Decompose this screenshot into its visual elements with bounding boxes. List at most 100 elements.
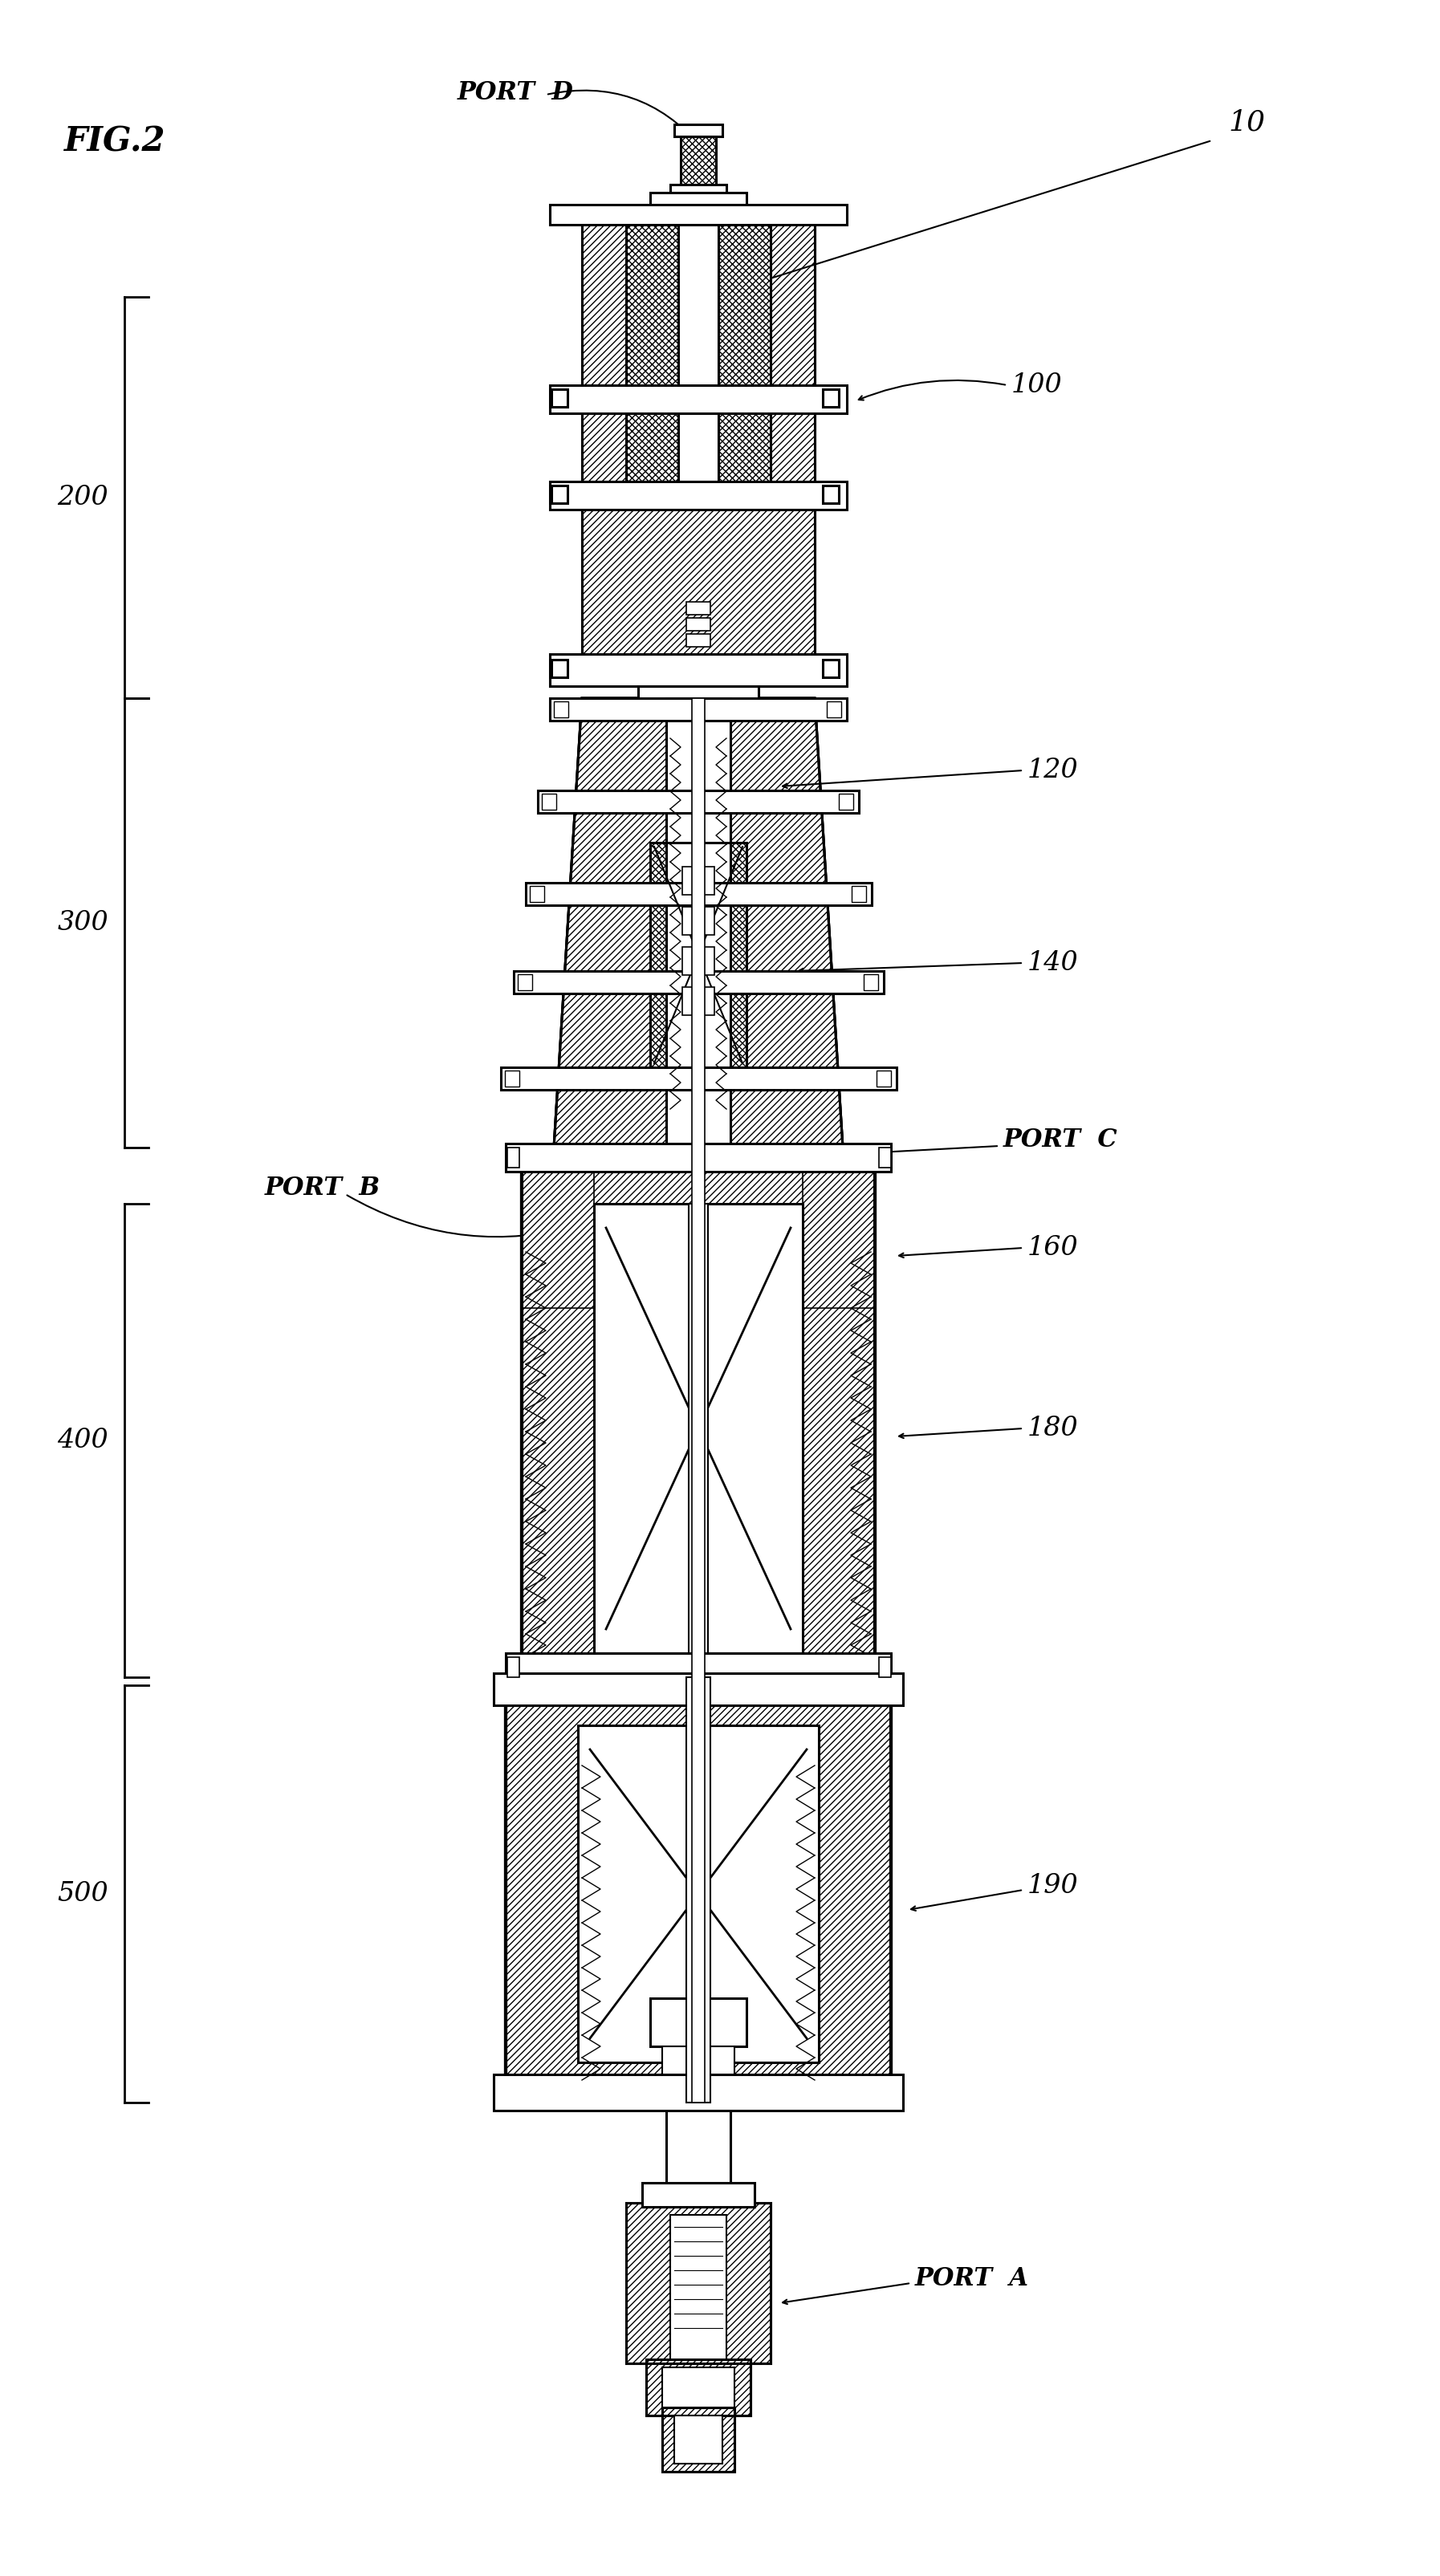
Bar (691, 698, 704, 2102)
Bar (526, 884, 871, 904)
Text: PORT  A: PORT A (914, 2267, 1030, 2293)
Bar (687, 634, 710, 647)
Bar (687, 1677, 710, 2102)
Bar (878, 1656, 891, 1677)
Bar (662, 2409, 734, 2473)
Bar (683, 866, 714, 894)
Bar (541, 793, 556, 809)
Bar (642, 2182, 755, 2208)
Bar (651, 193, 746, 214)
Bar (518, 974, 533, 989)
Bar (822, 484, 838, 502)
Bar (683, 948, 714, 976)
Bar (577, 1726, 819, 2063)
Text: PORT  B: PORT B (265, 1175, 380, 1200)
Bar (668, 2102, 729, 2200)
Bar (550, 698, 847, 721)
Text: 10: 10 (1228, 108, 1264, 137)
Bar (626, 214, 770, 495)
Bar (822, 659, 838, 677)
Bar (507, 1656, 520, 1677)
Bar (683, 907, 714, 935)
Bar (681, 137, 716, 193)
Text: 180: 180 (1027, 1417, 1079, 1443)
Bar (501, 1066, 897, 1090)
Bar (674, 2416, 723, 2463)
Bar (494, 1674, 903, 1705)
Bar (507, 1146, 520, 1167)
Bar (838, 793, 854, 809)
Bar (864, 974, 878, 989)
Bar (667, 2102, 730, 2200)
Bar (670, 2215, 726, 2360)
Text: 140: 140 (1027, 951, 1079, 976)
Text: FIG.2: FIG.2 (65, 124, 166, 157)
Bar (667, 698, 730, 1146)
Bar (688, 1203, 708, 1654)
Text: 500: 500 (58, 1880, 108, 1906)
Bar (802, 1146, 876, 1309)
Bar (530, 886, 544, 902)
Bar (851, 886, 865, 902)
Text: PORT  C: PORT C (1004, 1128, 1117, 1151)
Bar (505, 2074, 891, 2110)
Bar (582, 214, 815, 677)
Bar (505, 1144, 891, 1172)
Bar (674, 124, 723, 137)
Bar (514, 971, 884, 994)
Bar (638, 685, 759, 711)
Text: 300: 300 (58, 909, 108, 935)
Bar (662, 2367, 734, 2409)
Bar (505, 1654, 891, 1682)
Bar (678, 214, 719, 495)
Bar (827, 701, 841, 719)
Bar (647, 2360, 750, 2416)
Bar (626, 2202, 770, 2362)
Text: 200: 200 (58, 484, 108, 510)
Text: 120: 120 (1027, 757, 1079, 783)
Bar (550, 386, 847, 412)
Bar (877, 1072, 891, 1087)
Bar (552, 659, 567, 677)
Bar (505, 1677, 891, 2102)
Bar (582, 654, 815, 685)
Bar (550, 204, 847, 224)
Bar (550, 654, 847, 685)
Polygon shape (554, 698, 842, 1146)
Bar (505, 1677, 891, 2102)
Text: 160: 160 (1027, 1234, 1079, 1260)
Bar (552, 484, 567, 502)
Bar (687, 603, 710, 616)
Bar (670, 185, 726, 196)
Bar (687, 618, 710, 631)
Bar (683, 987, 714, 1015)
Bar (505, 1072, 520, 1087)
Bar (582, 214, 815, 677)
Text: 400: 400 (58, 1427, 108, 1453)
Bar (647, 2360, 750, 2416)
Bar (521, 1146, 876, 1685)
Bar (878, 1146, 891, 1167)
Text: 190: 190 (1027, 1873, 1079, 1899)
Bar (582, 386, 815, 412)
Bar (651, 842, 746, 1066)
Text: PORT  D: PORT D (458, 80, 573, 106)
Bar (550, 482, 847, 510)
Bar (651, 842, 746, 1066)
Bar (521, 1144, 876, 1172)
Bar (626, 2202, 770, 2362)
Bar (662, 2045, 734, 2074)
Bar (494, 2074, 903, 2110)
Bar (521, 1146, 876, 1685)
Bar (593, 1203, 802, 1654)
Text: 100: 100 (1011, 374, 1063, 399)
Bar (681, 137, 716, 193)
Bar (662, 2409, 734, 2473)
Bar (554, 701, 569, 719)
Bar (521, 1654, 876, 1682)
Polygon shape (554, 698, 842, 1146)
Bar (626, 214, 770, 495)
Bar (521, 1146, 593, 1309)
Bar (651, 1999, 746, 2045)
Bar (537, 791, 858, 814)
